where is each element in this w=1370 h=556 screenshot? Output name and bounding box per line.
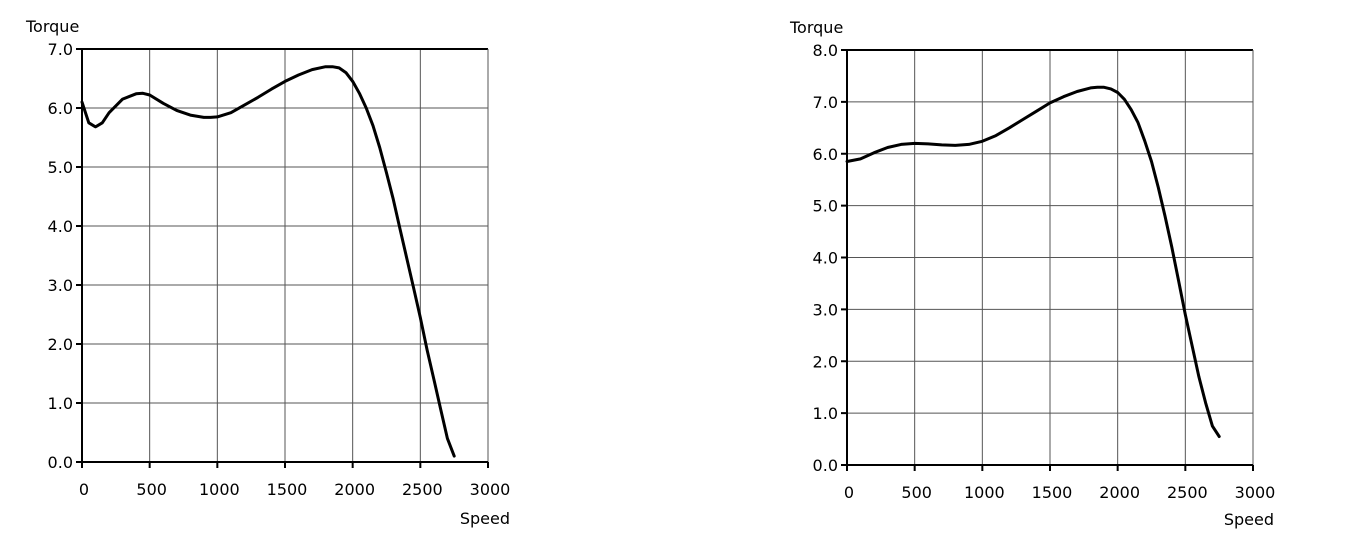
x-tick-label: 2000 [334,480,375,499]
x-axis-title: Speed [460,509,510,528]
y-tick-label: 6.0 [48,99,73,118]
y-tick-label: 4.0 [813,249,838,268]
y-tick-label: 8.0 [813,41,838,60]
x-tick-label: 2500 [1167,483,1208,502]
y-tick-label: 5.0 [813,197,838,216]
chart-1: 0.0 1.0 2.0 3.0 4.0 5.0 6.0 7.0 0 500 1000 1500 2000… [25,17,510,528]
x-tick-label: 1500 [1032,483,1073,502]
series-line [80,65,456,458]
x-tick-label: 500 [901,483,932,502]
y-tick-label: 7.0 [813,93,838,112]
y-axis-title: Torque [25,17,79,36]
x-tick-label: 0 [844,483,854,502]
y-tick-label: 7.0 [48,40,73,59]
y-tick-label: 2.0 [813,352,838,371]
x-tick-label: 3000 [470,480,511,499]
y-tick-label: 6.0 [813,145,838,164]
x-tick-label: 1000 [964,483,1005,502]
y-tick-label: 1.0 [48,394,73,413]
y-tick-label: 5.0 [48,158,73,177]
y-tick-label: 4.0 [48,217,73,236]
x-tick-label: 500 [136,480,167,499]
y-tick-label: 0.0 [48,453,73,472]
y-tick-label: 3.0 [48,276,73,295]
x-tick-label: 3000 [1235,483,1276,502]
y-tick-label: 1.0 [813,404,838,423]
y-tick-label: 3.0 [813,300,838,319]
chart-2: 0.0 1.0 2.0 3.0 4.0 5.0 6.0 7.0 8.0 0 500 1000 1500 2… [789,18,1275,529]
x-tick-label: 2000 [1099,483,1140,502]
y-tick-label: 0.0 [813,456,838,475]
y-tick-label: 2.0 [48,335,73,354]
x-tick-label: 0 [79,480,89,499]
x-axis-title: Speed [1224,510,1274,529]
x-tick-label: 1500 [267,480,308,499]
y-axis-title: Torque [789,18,843,37]
x-tick-label: 2500 [402,480,443,499]
series-line [845,85,1221,438]
x-tick-label: 1000 [199,480,240,499]
